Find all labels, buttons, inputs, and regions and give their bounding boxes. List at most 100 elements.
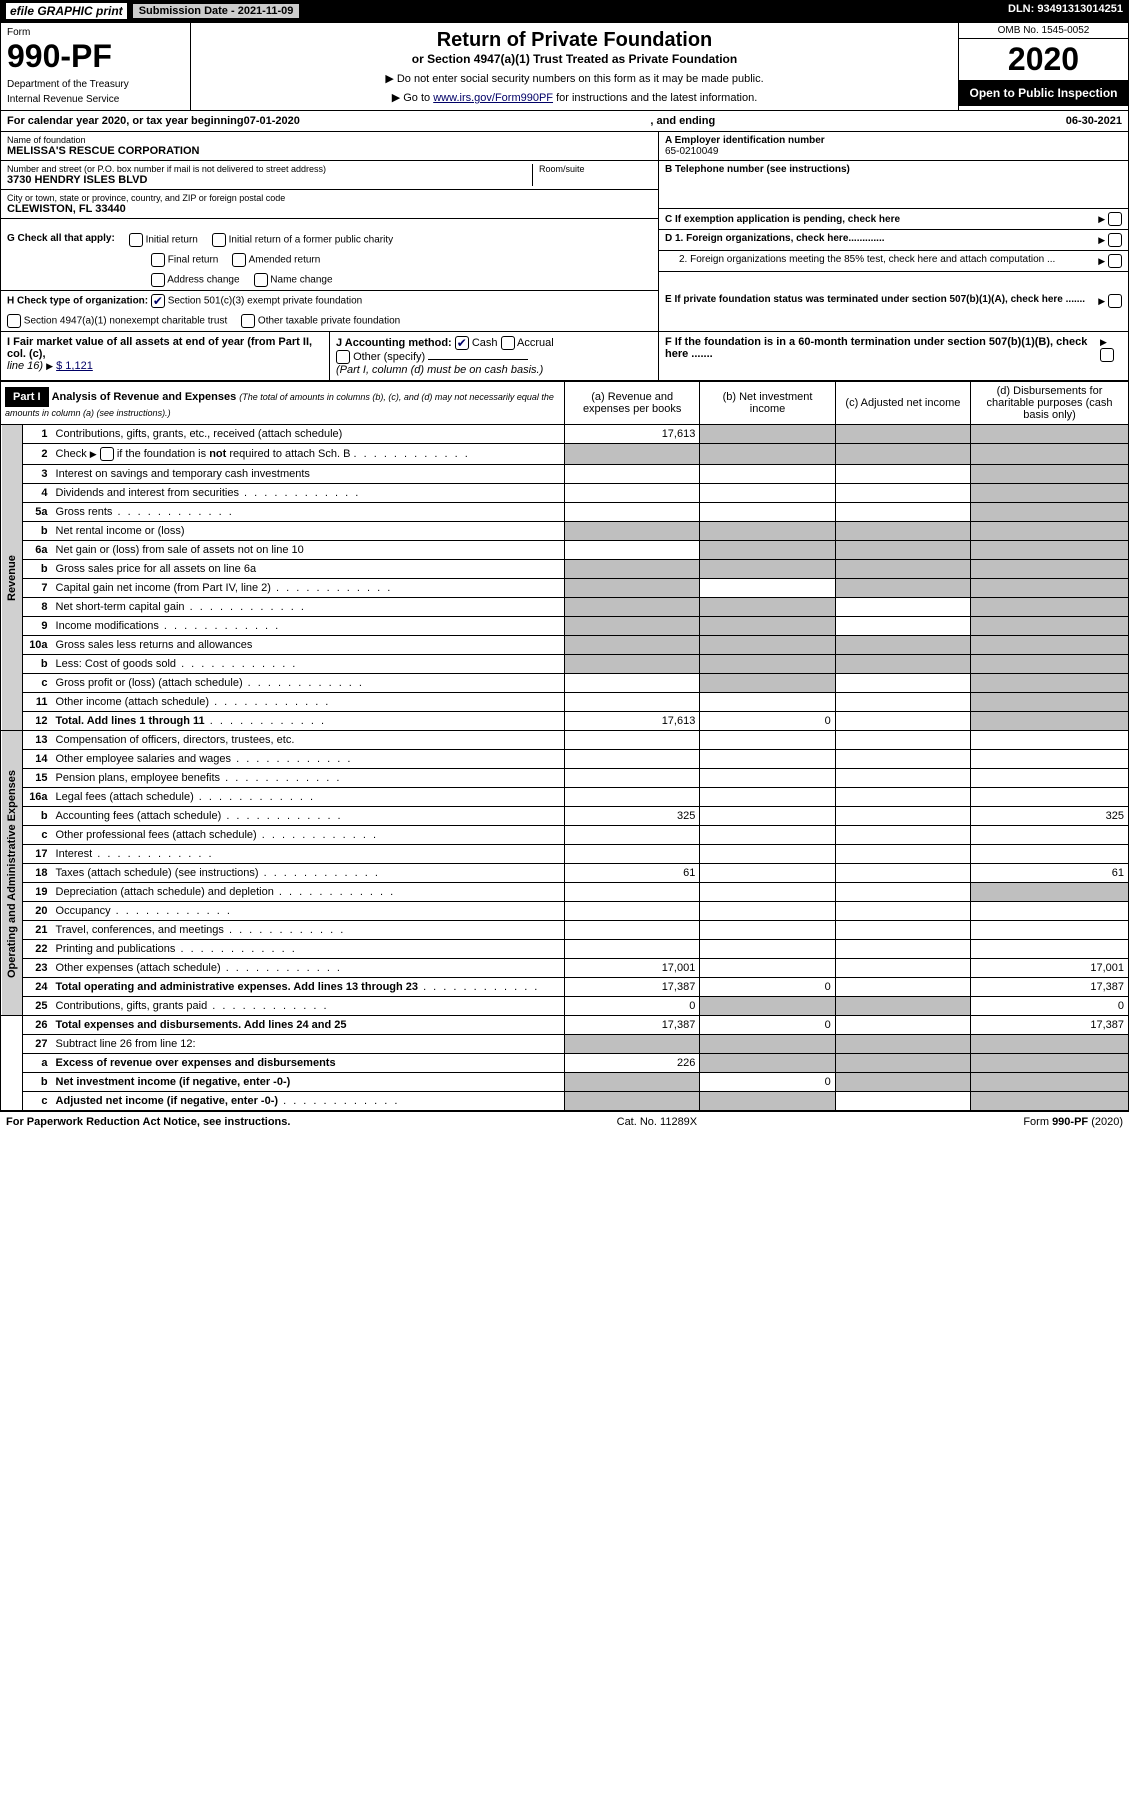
d1-checkbox[interactable] [1108, 233, 1122, 247]
line-15-num: 15 [22, 769, 51, 788]
line-27b-b: 0 [700, 1073, 835, 1092]
row-18: 18Taxes (attach schedule) (see instructi… [1, 864, 1129, 883]
cal-end: 06-30-2021 [1066, 115, 1122, 127]
row-15: 15 Pension plans, employee benefits [1, 769, 1129, 788]
open-to-public: Open to Public Inspection [959, 80, 1128, 106]
g-final-checkbox[interactable] [151, 253, 165, 267]
foundation-name: MELISSA'S RESCUE CORPORATION [7, 145, 652, 157]
e-checkbox[interactable] [1108, 294, 1122, 308]
analysis-header-row: Part I Analysis of Revenue and Expenses … [1, 382, 1129, 425]
g-initial-former-checkbox[interactable] [212, 233, 226, 247]
j-other: Other (specify) [353, 351, 425, 363]
col-d-header: (d) Disbursements for charitable purpose… [971, 382, 1129, 425]
info-block-1: Name of foundation MELISSA'S RESCUE CORP… [0, 132, 1129, 230]
info-block-g: G Check all that apply: Initial return I… [0, 230, 1129, 291]
j-note: (Part I, column (d) must be on cash basi… [336, 364, 543, 376]
row-21: 21Travel, conferences, and meetings [1, 921, 1129, 940]
col-a-header: (a) Revenue and expenses per books [564, 382, 699, 425]
f-label: F If the foundation is in a 60-month ter… [665, 336, 1100, 362]
j-other-checkbox[interactable] [336, 350, 350, 364]
line-25-num: 25 [22, 997, 51, 1016]
j-cash-checkbox[interactable] [455, 336, 469, 350]
form-number: 990-PF [7, 38, 184, 75]
i-value[interactable]: $ 1,121 [56, 360, 93, 372]
line-26-num: 26 [22, 1016, 51, 1035]
h-4947-checkbox[interactable] [7, 314, 21, 328]
line-24-a: 17,387 [564, 978, 699, 997]
line-7-num: 7 [22, 579, 51, 598]
row-7: 7Capital gain net income (from Part IV, … [1, 579, 1129, 598]
g-name-checkbox[interactable] [254, 273, 268, 287]
row-24: 24 Total operating and administrative exp… [1, 978, 1129, 997]
row-16c: c Other professional fees (attach schedul… [1, 826, 1129, 845]
line-8-desc: Net short-term capital gain [56, 601, 185, 613]
row-3: 3Interest on savings and temporary cash … [1, 465, 1129, 484]
h-other-checkbox[interactable] [241, 314, 255, 328]
f-checkbox[interactable] [1100, 348, 1114, 362]
line-27-num: 27 [22, 1035, 51, 1054]
form-subtitle: or Section 4947(a)(1) Trust Treated as P… [197, 52, 952, 66]
irs-label: Internal Revenue Service [7, 94, 184, 105]
expenses-side-label: Operating and Administrative Expenses [1, 731, 23, 1016]
line-10c-num: c [22, 674, 51, 693]
footer-right: Form 990-PF (2020) [1023, 1116, 1123, 1128]
row-11: 11Other income (attach schedule) [1, 693, 1129, 712]
line-24-d: 17,387 [971, 978, 1129, 997]
h-501c3-checkbox[interactable] [151, 294, 165, 308]
e-cell: E If private foundation status was termi… [659, 291, 1128, 332]
line-25-d: 0 [971, 997, 1129, 1016]
ein-value: 65-0210049 [665, 146, 1122, 157]
e-label: E If private foundation status was termi… [665, 294, 1085, 328]
form-label: Form [7, 27, 184, 38]
line-16c-desc: Other professional fees (attach schedule… [56, 829, 257, 841]
arrow-icon [1098, 256, 1105, 267]
row-10b: bLess: Cost of goods sold [1, 655, 1129, 674]
addr-label: Number and street (or P.O. box number if… [7, 164, 532, 174]
info-block-h: H Check type of organization: Section 50… [0, 291, 1129, 332]
line-10b-desc: Less: Cost of goods sold [56, 658, 176, 670]
g-cell-3: Address change Name change [1, 270, 658, 291]
instr-no-ssn: ▶ Do not enter social security numbers o… [197, 72, 952, 85]
j-accrual-checkbox[interactable] [501, 336, 515, 350]
g-cell: G Check all that apply: Initial return I… [1, 230, 658, 250]
h-other: Other taxable private foundation [258, 316, 400, 327]
g-initial-checkbox[interactable] [129, 233, 143, 247]
line-15-desc: Pension plans, employee benefits [56, 772, 221, 784]
row-27: 27Subtract line 26 from line 12: [1, 1035, 1129, 1054]
efile-header: efile GRAPHIC print Submission Date - 20… [0, 0, 1129, 22]
schb-checkbox[interactable] [100, 447, 114, 461]
row-8: 8Net short-term capital gain [1, 598, 1129, 617]
h-4947: Section 4947(a)(1) nonexempt charitable … [24, 316, 227, 327]
line-16c-num: c [22, 826, 51, 845]
line-13-num: 13 [22, 731, 51, 750]
line-24-num: 24 [22, 978, 51, 997]
instr-goto: ▶ Go to www.irs.gov/Form990PF for instru… [197, 91, 952, 104]
i-line: line 16) [7, 360, 43, 372]
form-title: Return of Private Foundation [197, 29, 952, 52]
arrow-icon [1098, 296, 1105, 307]
g-amended-checkbox[interactable] [232, 253, 246, 267]
row-1: Revenue 1Contributions, gifts, grants, e… [1, 425, 1129, 444]
address-cell: Number and street (or P.O. box number if… [1, 161, 658, 190]
g-final: Final return [168, 255, 219, 266]
c-checkbox[interactable] [1108, 212, 1122, 226]
line-22-num: 22 [22, 940, 51, 959]
line-27a-num: a [22, 1054, 51, 1073]
g-amended: Amended return [249, 255, 321, 266]
line-19-desc: Depreciation (attach schedule) and deple… [56, 886, 274, 898]
line-24-desc: Total operating and administrative expen… [56, 981, 418, 993]
form990pf-link[interactable]: www.irs.gov/Form990PF [433, 92, 553, 104]
city-label: City or town, state or province, country… [7, 193, 652, 203]
line-16b-a: 325 [564, 807, 699, 826]
line-5b-num: b [22, 522, 51, 541]
revenue-side-label: Revenue [1, 425, 23, 731]
row-5b: bNet rental income or (loss) [1, 522, 1129, 541]
g-address-checkbox[interactable] [151, 273, 165, 287]
d2-checkbox[interactable] [1108, 254, 1122, 268]
city-cell: City or town, state or province, country… [1, 190, 658, 219]
row-22: 22Printing and publications [1, 940, 1129, 959]
g-initial-former: Initial return of a former public charit… [229, 235, 394, 246]
line-16b-d: 325 [971, 807, 1129, 826]
arrow-icon [1098, 214, 1105, 225]
d2-cell: 2. Foreign organizations meeting the 85%… [659, 251, 1128, 272]
